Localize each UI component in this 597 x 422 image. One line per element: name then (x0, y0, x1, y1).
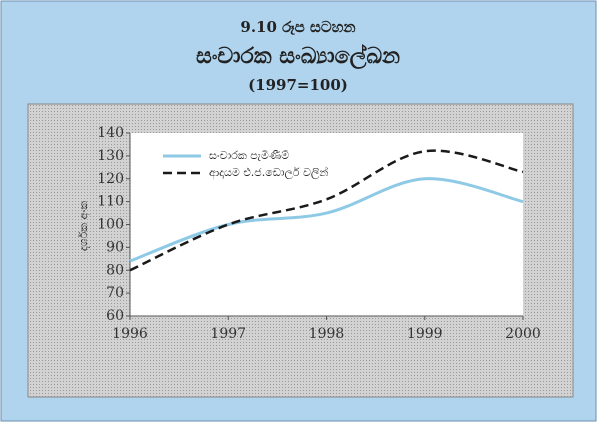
y-tick-label: 110 (97, 194, 124, 210)
legend-label: ආදායම එ.ජ.ඩොලර් වලින් (209, 165, 328, 180)
plot-area (130, 133, 523, 316)
y-tick-label: 90 (106, 239, 124, 255)
line (129, 149, 524, 272)
chart-title: 9.10 රූප සටහන (240, 18, 355, 36)
y-tick-label: 120 (97, 171, 124, 187)
x-tick-label: 1996 (112, 326, 148, 342)
legend-label: සංචාරක පැමිණීම් (209, 149, 289, 162)
y-tick-label: 140 (97, 125, 124, 141)
chart-subtitle: සංචාරක සංඛ්‍යාලේඛන (196, 43, 400, 70)
y-tick-label: 70 (106, 285, 124, 301)
y-tick-label: 130 (97, 148, 124, 164)
x-tick-label: 1997 (210, 326, 246, 342)
y-tick-label: 80 (106, 262, 124, 278)
y-tick-label: 100 (97, 217, 124, 233)
x-tick-label: 1998 (309, 326, 345, 342)
y-tick-label: 60 (106, 308, 124, 324)
y-axis-label: දර්ශක අංක (77, 201, 91, 251)
x-tick-label: 1999 (407, 326, 443, 342)
chart-note: (1997=100) (248, 76, 348, 94)
line (129, 177, 524, 263)
x-tick-label: 2000 (505, 326, 541, 342)
